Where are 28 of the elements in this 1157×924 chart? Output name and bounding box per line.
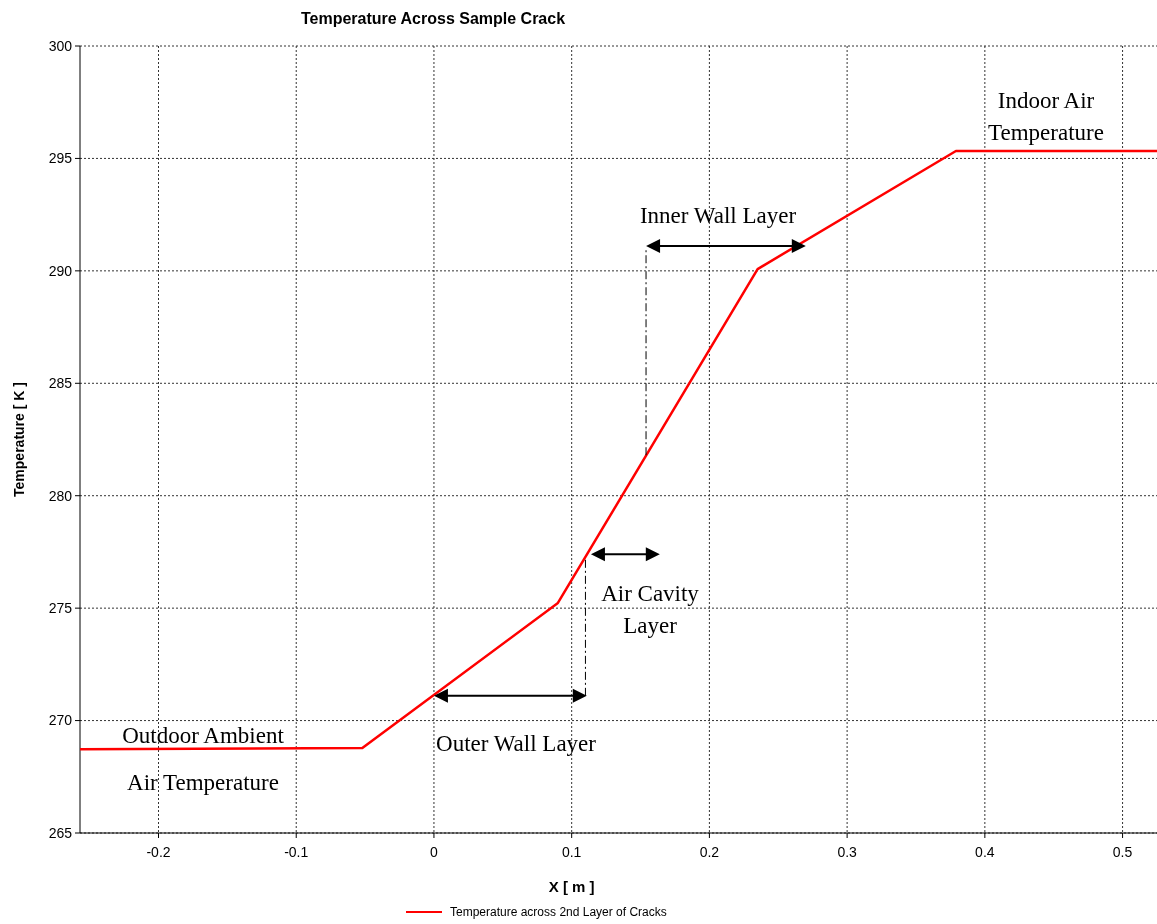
legend-label: Temperature across 2nd Layer of Cracks <box>450 905 667 920</box>
x-tick-label: 0.5 <box>1112 844 1133 860</box>
annotation: Outdoor Ambient <box>122 723 285 749</box>
x-tick-label: -0.1 <box>284 844 309 860</box>
y-tick-label: 275 <box>48 600 73 617</box>
y-tick-label: 270 <box>48 712 73 729</box>
y-axis-title: Temperature [ K ] <box>11 382 27 497</box>
y-tick-label: 290 <box>48 262 73 279</box>
x-axis-title: X [ m ] <box>548 878 595 895</box>
x-tick-label: 0.4 <box>975 844 995 860</box>
y-tick-label: 285 <box>48 375 73 392</box>
y-tick-label: 300 <box>48 37 73 54</box>
y-tick-label: 280 <box>48 487 73 504</box>
annotation: Air Cavity <box>601 581 700 607</box>
annotation: Air Temperature <box>127 770 279 796</box>
y-tick-label: 265 <box>48 824 73 841</box>
annotation: Indoor Air <box>997 88 1095 114</box>
x-tick-label: 0 <box>430 844 439 860</box>
x-tick-label: 0.3 <box>837 844 858 860</box>
annotation: Outer Wall Layer <box>436 731 597 757</box>
x-tick-label: -0.2 <box>146 844 171 860</box>
x-tick-label: 0.2 <box>699 844 720 860</box>
y-tick-label: 295 <box>48 150 73 167</box>
chart-title: Temperature Across Sample Crack <box>300 10 566 27</box>
x-tick-label: 0.1 <box>561 844 582 860</box>
annotation: Layer <box>623 613 678 639</box>
annotation: Inner Wall Layer <box>639 203 797 229</box>
annotation: Temperature <box>988 120 1104 146</box>
